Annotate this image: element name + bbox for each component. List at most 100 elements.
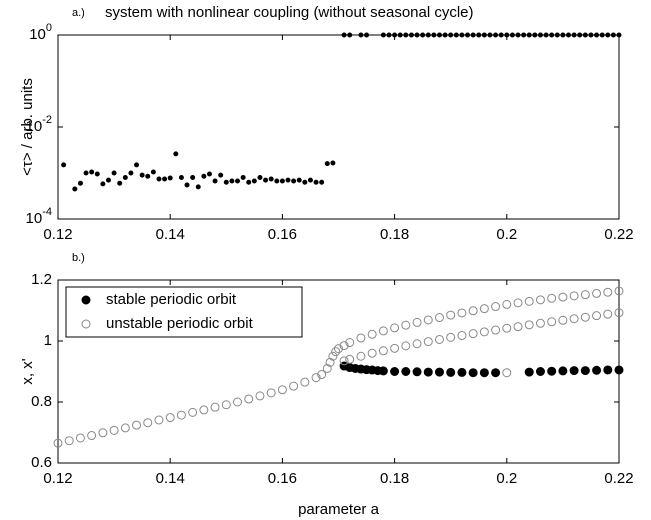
data-point <box>165 413 175 423</box>
data-point <box>324 161 330 167</box>
data-point <box>504 32 510 38</box>
data-point <box>150 169 156 175</box>
data-point <box>322 363 332 373</box>
y-tick-label: 1 <box>44 332 52 349</box>
data-point <box>358 32 364 38</box>
data-point <box>592 311 602 321</box>
data-point <box>614 365 624 375</box>
data-point <box>356 351 366 361</box>
data-point <box>457 331 467 341</box>
panel-label: b.) <box>72 252 85 264</box>
data-point <box>356 333 366 343</box>
data-point <box>122 174 128 180</box>
data-point <box>317 370 327 380</box>
data-point <box>616 32 622 38</box>
data-point <box>491 325 501 335</box>
data-point <box>431 32 437 38</box>
data-point <box>255 391 265 401</box>
y-axis-label: x, x' <box>19 358 36 384</box>
data-point <box>412 339 422 349</box>
data-point <box>558 292 568 302</box>
data-point <box>577 32 583 38</box>
data-point <box>524 367 534 377</box>
data-point <box>457 308 467 318</box>
x-tick-label: 0.22 <box>604 226 633 243</box>
panel-label: a.) <box>72 7 85 19</box>
data-point <box>603 309 613 319</box>
data-point <box>53 438 63 448</box>
data-point <box>610 32 616 38</box>
legend-box <box>65 286 303 338</box>
data-point <box>547 366 557 376</box>
data-point <box>188 407 198 417</box>
data-point <box>521 32 527 38</box>
data-point <box>331 347 341 357</box>
data-point <box>334 344 343 354</box>
data-point <box>296 177 302 183</box>
data-point <box>502 299 512 309</box>
data-point <box>77 180 83 186</box>
data-point <box>378 366 388 376</box>
data-point <box>218 172 224 178</box>
data-point <box>580 366 590 376</box>
data-point <box>446 332 456 342</box>
data-point <box>277 385 287 395</box>
data-point <box>569 291 579 301</box>
data-point <box>345 354 355 364</box>
data-point <box>195 184 201 190</box>
data-point <box>223 179 229 185</box>
x-tick-label: 0.18 <box>380 226 409 243</box>
data-point <box>94 171 100 177</box>
data-point <box>554 32 560 38</box>
data-point <box>98 428 108 438</box>
x-tick-label: 0.12 <box>43 226 72 243</box>
data-point <box>313 179 319 185</box>
data-point <box>468 329 478 339</box>
data-point <box>397 32 403 38</box>
data-point <box>132 420 142 430</box>
data-point <box>580 290 590 300</box>
data-point <box>605 32 611 38</box>
data-point <box>614 286 624 296</box>
data-point <box>111 170 117 176</box>
data-point <box>423 367 433 377</box>
plot-area <box>57 34 620 220</box>
data-point <box>378 326 388 336</box>
data-point <box>145 173 151 179</box>
data-point <box>412 317 422 327</box>
data-point <box>325 357 335 367</box>
data-point <box>603 287 613 297</box>
data-point <box>401 320 411 330</box>
data-point <box>134 162 140 168</box>
data-point <box>392 32 398 38</box>
y-tick-label: 100 <box>29 22 52 43</box>
data-point <box>154 415 164 425</box>
data-point <box>390 343 400 353</box>
x-tick-label: 0.16 <box>268 226 297 243</box>
data-point <box>569 314 579 324</box>
data-point <box>491 368 501 378</box>
data-point <box>178 174 184 180</box>
data-point <box>434 313 444 323</box>
data-point <box>109 425 119 435</box>
x-tick-label: 0.16 <box>268 470 297 487</box>
data-point <box>367 329 377 339</box>
data-point <box>403 32 409 38</box>
y-axis-label: <τ> / arb. units <box>19 78 36 176</box>
data-point <box>535 295 545 305</box>
data-point <box>87 431 97 441</box>
data-point <box>470 32 476 38</box>
data-point <box>448 32 454 38</box>
x-tick-label: 0.14 <box>156 470 185 487</box>
data-point <box>291 178 297 184</box>
data-point <box>210 402 220 412</box>
data-point <box>289 381 299 391</box>
legend-label: unstable periodic orbit <box>106 315 254 332</box>
data-point <box>468 368 478 378</box>
data-point <box>547 317 557 327</box>
data-point <box>89 169 95 175</box>
data-point <box>537 32 543 38</box>
y-tick-label: 0.8 <box>31 393 52 410</box>
data-point <box>453 32 459 38</box>
data-point <box>139 172 145 178</box>
